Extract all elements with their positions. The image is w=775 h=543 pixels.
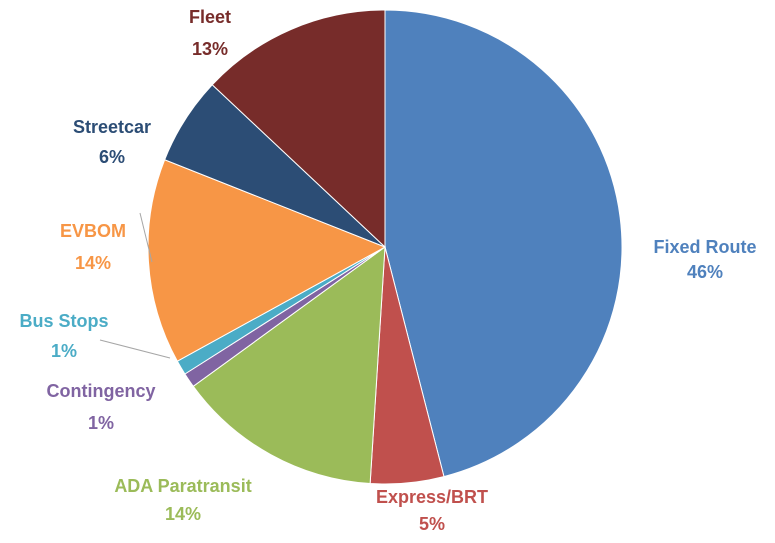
pie-slice [192,245,386,485]
slice-value: 14% [75,253,111,273]
slice-value: 5% [419,514,445,534]
slice-label: Bus Stops [19,311,108,331]
slice-value: 46% [687,262,723,282]
pie-slice [211,9,386,249]
slice-label: Contingency [46,381,155,401]
slice-label: EVBOM [60,221,126,241]
slice-label: Fleet [189,7,231,27]
slice-value: 13% [192,39,228,59]
pie-slice [147,159,387,362]
slice-label: Express/BRT [376,487,488,507]
slice-label: Streetcar [73,117,151,137]
slice-value: 6% [99,147,125,167]
pie-slice [384,9,623,478]
leader-line [139,212,153,263]
leader-line [99,339,171,359]
slice-value: 14% [165,504,201,524]
slice-label: Fixed Route [653,237,756,257]
slice-value: 1% [51,341,77,361]
slice-value: 1% [88,413,114,433]
slice-label: ADA Paratransit [114,476,251,496]
